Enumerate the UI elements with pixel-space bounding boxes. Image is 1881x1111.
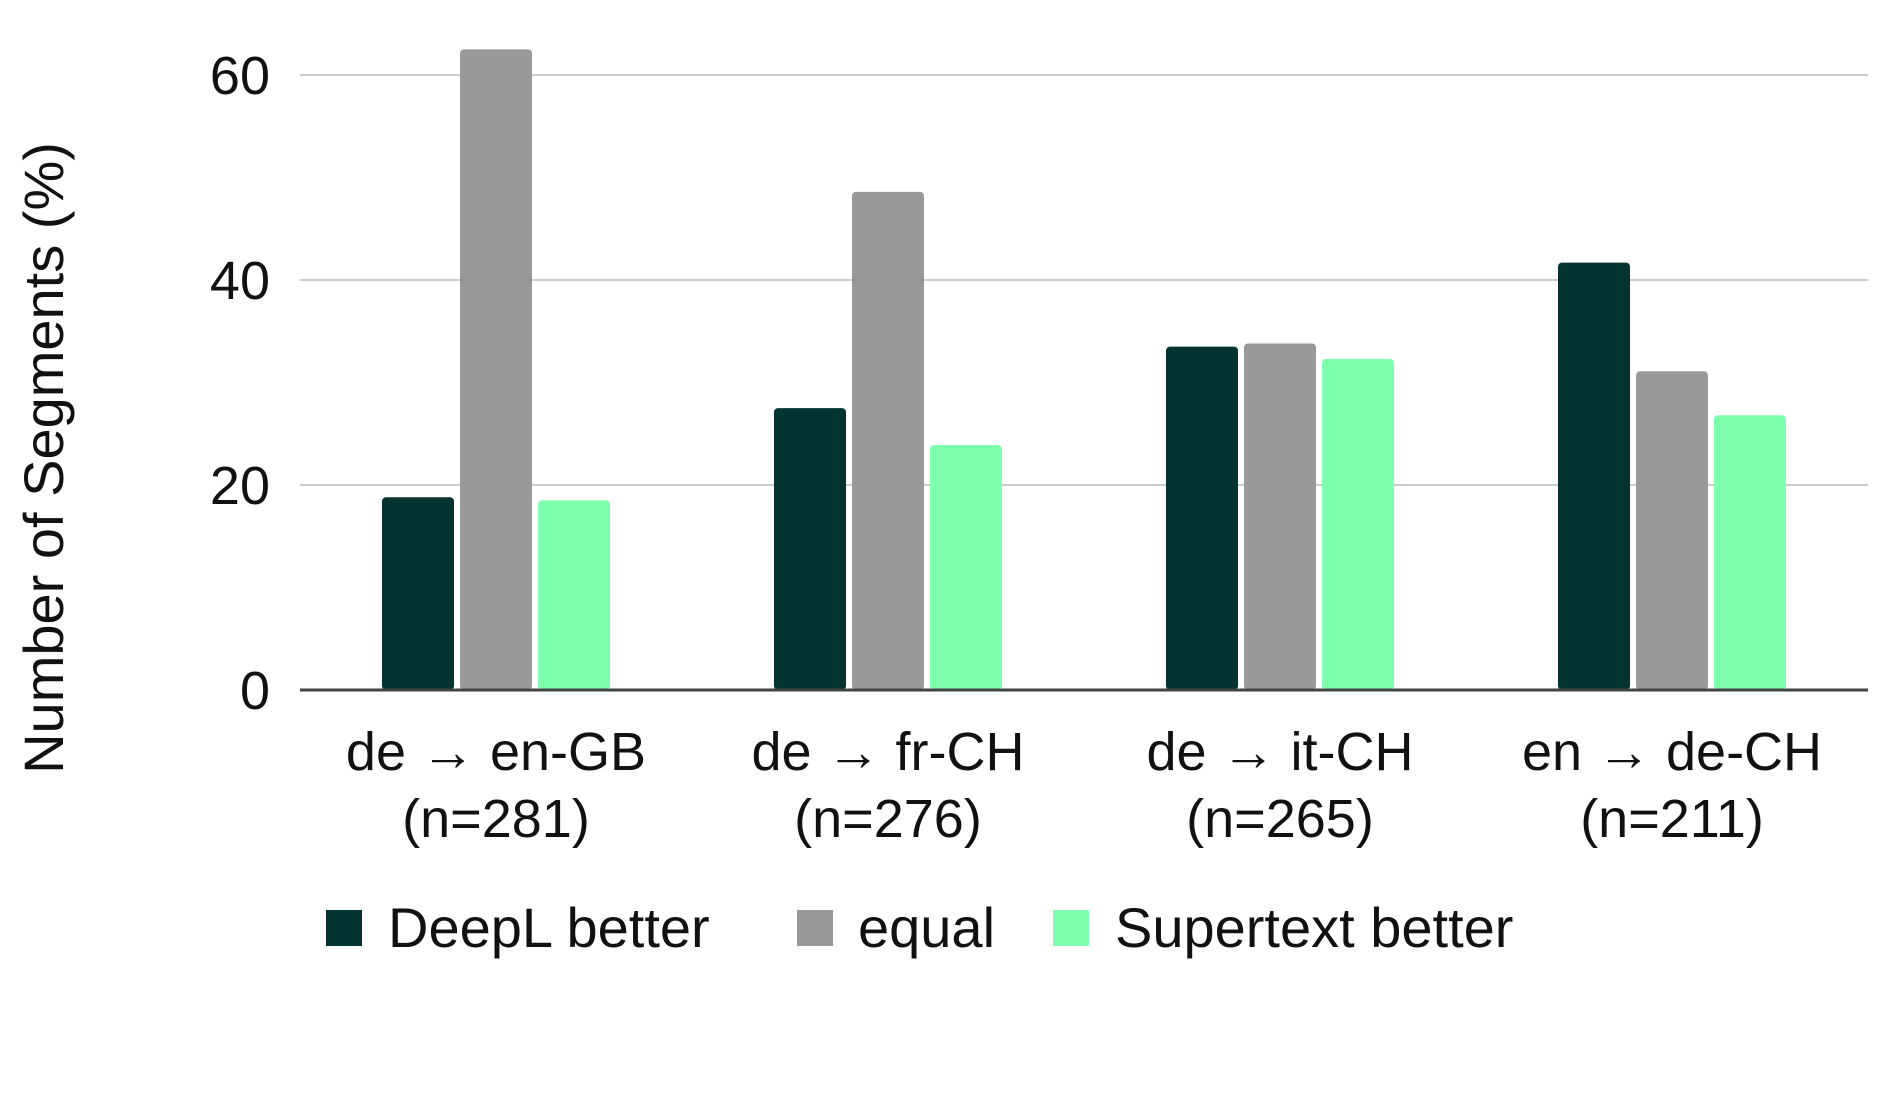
bar-equal [852,191,924,690]
y-tick-label: 0 [240,661,270,721]
bar-equal [1244,343,1316,690]
bar-equal [1636,371,1708,690]
bar-deepl-better [1166,346,1238,690]
y-tick-label: 20 [210,456,270,516]
bar-equal [460,49,532,690]
bar-supertext-better [1322,358,1394,690]
x-tick-sublabel: (n=265) [1186,789,1374,849]
legend-swatch [797,910,833,946]
x-tick-label: en → de-CH [1522,722,1822,782]
legend-swatch [326,910,362,946]
legend-label: equal [858,896,995,959]
y-axis-title: Number of Segments (%) [12,142,75,774]
legend-label: Supertext better [1115,896,1513,959]
gridlines [300,74,1868,486]
x-tick-labels: de → en-GB (n=281) de → fr-CH (n=276) de → i… [346,722,1822,849]
bar-supertext-better [538,500,610,690]
bar-supertext-better [1714,415,1786,690]
x-tick-sublabel: (n=276) [794,789,982,849]
y-tick-label: 60 [210,46,270,106]
bars [382,49,1786,690]
bar-deepl-better [774,408,846,690]
x-tick-label: de → it-CH [1146,722,1413,782]
legend-swatch [1053,910,1089,946]
y-tick-label: 40 [210,251,270,311]
x-tick-sublabel: (n=281) [402,789,590,849]
x-tick-sublabel: (n=211) [1580,789,1764,849]
y-tick-labels: 0 20 40 60 [210,46,270,721]
bar-deepl-better [1558,262,1630,690]
x-tick-label: de → fr-CH [751,722,1024,782]
bar-supertext-better [930,445,1002,690]
bar-deepl-better [382,497,454,690]
x-tick-label: de → en-GB [346,722,646,782]
legend: DeepL better equal Supertext better [326,896,1513,959]
legend-label: DeepL better [388,896,710,959]
